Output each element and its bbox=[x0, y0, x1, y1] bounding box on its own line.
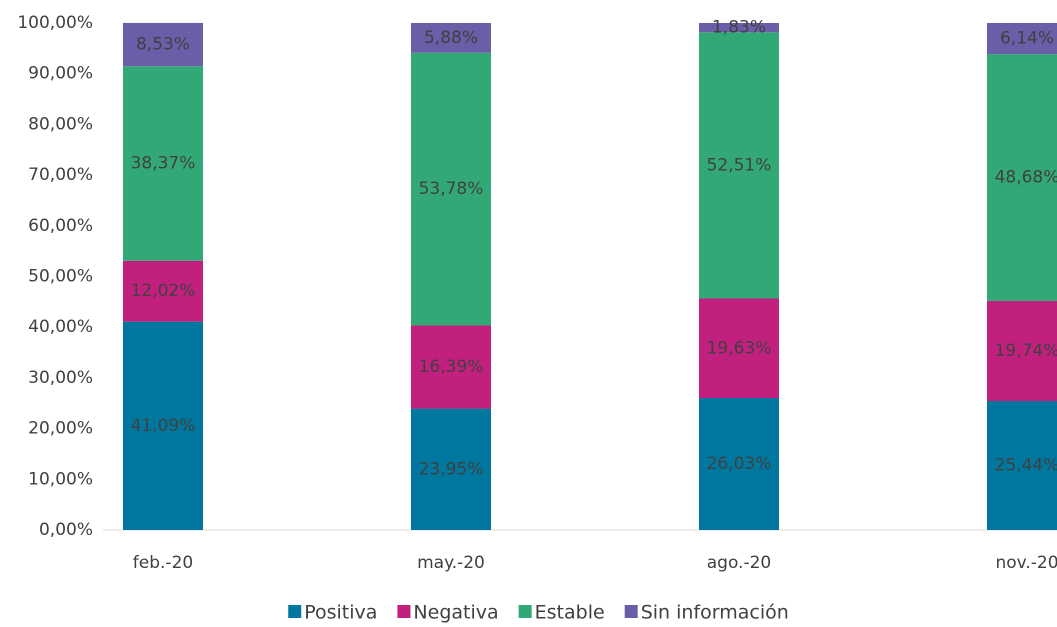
data-label: 16,39% bbox=[419, 357, 484, 377]
bar-segment bbox=[123, 22, 203, 67]
legend-swatch bbox=[624, 605, 638, 618]
bar-segment bbox=[699, 23, 779, 33]
x-tick-label: may.-20 bbox=[417, 553, 485, 573]
data-label: 8,53% bbox=[136, 35, 190, 55]
y-tick-label: 0,00% bbox=[39, 520, 93, 540]
bar-segment bbox=[123, 321, 203, 530]
y-tick-label: 80,00% bbox=[28, 114, 93, 134]
bar-segment bbox=[411, 325, 491, 409]
legend-swatch bbox=[288, 605, 302, 618]
y-tick-label: 10,00% bbox=[28, 469, 93, 489]
data-label: 52,51% bbox=[707, 155, 772, 175]
bar-segment bbox=[411, 408, 491, 530]
bar-segment bbox=[123, 260, 203, 322]
y-tick-label: 90,00% bbox=[28, 64, 93, 84]
data-label: 41,09% bbox=[131, 416, 196, 436]
bar-segment bbox=[987, 401, 1057, 530]
bar-segment bbox=[123, 66, 203, 261]
data-label: 48,68% bbox=[995, 168, 1057, 188]
data-label: 23,95% bbox=[419, 459, 484, 479]
y-tick-label: 100,00% bbox=[17, 13, 93, 33]
data-label: 5,88% bbox=[424, 28, 478, 48]
y-tick-label: 70,00% bbox=[28, 165, 93, 185]
legend-label: Sin información bbox=[641, 602, 789, 624]
x-tick-label: feb.-20 bbox=[133, 553, 193, 573]
bar-segment bbox=[411, 23, 491, 53]
y-tick-label: 30,00% bbox=[28, 368, 93, 388]
data-label: 53,78% bbox=[419, 179, 484, 199]
x-tick-label: ago.-20 bbox=[707, 553, 771, 573]
bar-segment bbox=[699, 32, 779, 299]
data-label: 19,74% bbox=[995, 341, 1057, 361]
data-label: 1,83% bbox=[712, 18, 766, 38]
y-tick-label: 60,00% bbox=[28, 216, 93, 236]
bar-segment bbox=[987, 300, 1057, 402]
data-label: 26,03% bbox=[707, 454, 772, 474]
data-label: 38,37% bbox=[131, 153, 196, 173]
x-tick-label: nov.-20 bbox=[995, 553, 1057, 573]
data-label: 12,02% bbox=[131, 281, 196, 301]
legend-label: Positiva bbox=[304, 602, 377, 624]
legend-swatch bbox=[397, 605, 411, 618]
y-tick-label: 50,00% bbox=[28, 267, 93, 287]
legend-label: Estable bbox=[535, 602, 605, 624]
bar-segment bbox=[411, 52, 491, 326]
bar-segment bbox=[699, 398, 779, 530]
data-label: 25,44% bbox=[995, 456, 1057, 476]
legend-label: Negativa bbox=[413, 602, 498, 624]
y-tick-label: 40,00% bbox=[28, 317, 93, 337]
bar-segment bbox=[987, 23, 1057, 55]
legend-swatch bbox=[518, 605, 532, 618]
y-tick-label: 20,00% bbox=[28, 419, 93, 439]
bar-segment bbox=[699, 298, 779, 399]
bar-segment bbox=[987, 54, 1057, 301]
data-label: 6,14% bbox=[1000, 29, 1054, 49]
data-label: 19,63% bbox=[707, 338, 772, 358]
